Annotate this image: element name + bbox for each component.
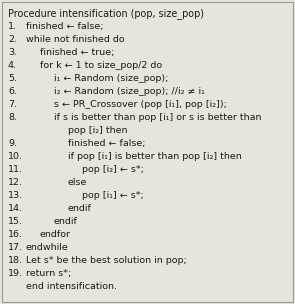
Text: s ← PR_Crossover (pop [i₁], pop [i₂]);: s ← PR_Crossover (pop [i₁], pop [i₂]); <box>54 100 227 109</box>
Text: if pop [i₁] is better than pop [i₂] then: if pop [i₁] is better than pop [i₂] then <box>68 152 242 161</box>
Text: Procedure intensification (pop, size_pop): Procedure intensification (pop, size_pop… <box>8 8 204 19</box>
Text: 14.: 14. <box>8 204 23 213</box>
Text: 15.: 15. <box>8 217 23 226</box>
Text: 18.: 18. <box>8 256 23 265</box>
Text: i₂ ← Random (size_pop); //i₂ ≠ i₁: i₂ ← Random (size_pop); //i₂ ≠ i₁ <box>54 87 205 96</box>
Text: 13.: 13. <box>8 191 23 200</box>
Text: 5.: 5. <box>8 74 17 83</box>
Text: pop [i₂] then: pop [i₂] then <box>68 126 127 135</box>
Text: 16.: 16. <box>8 230 23 239</box>
Text: 7.: 7. <box>8 100 17 109</box>
Text: else: else <box>68 178 87 187</box>
Text: 9.: 9. <box>8 139 17 148</box>
Text: finished ← true;: finished ← true; <box>40 48 114 57</box>
Text: endfor: endfor <box>40 230 71 239</box>
Text: return s*;: return s*; <box>26 269 71 278</box>
Text: 11.: 11. <box>8 165 23 174</box>
Text: 19.: 19. <box>8 269 23 278</box>
Text: while not finished do: while not finished do <box>26 35 124 44</box>
Text: 2.: 2. <box>8 35 17 44</box>
Text: 4.: 4. <box>8 61 17 70</box>
Text: 3.: 3. <box>8 48 17 57</box>
Text: endif: endif <box>68 204 92 213</box>
Text: i₁ ← Random (size_pop);: i₁ ← Random (size_pop); <box>54 74 168 83</box>
Text: 10.: 10. <box>8 152 23 161</box>
Text: 8.: 8. <box>8 113 17 122</box>
Text: pop [i₁] ← s*;: pop [i₁] ← s*; <box>82 191 144 200</box>
Text: 6.: 6. <box>8 87 17 96</box>
Text: Let s* be the best solution in pop;: Let s* be the best solution in pop; <box>26 256 187 265</box>
Text: endwhile: endwhile <box>26 243 69 252</box>
Text: finished ← false;: finished ← false; <box>26 22 104 31</box>
Text: endif: endif <box>54 217 78 226</box>
Text: for k ← 1 to size_pop/2 do: for k ← 1 to size_pop/2 do <box>40 61 162 70</box>
Text: if s is better than pop [i₁] or s is better than: if s is better than pop [i₁] or s is bet… <box>54 113 261 122</box>
Text: 1.: 1. <box>8 22 17 31</box>
Text: finished ← false;: finished ← false; <box>68 139 145 148</box>
Text: pop [i₂] ← s*;: pop [i₂] ← s*; <box>82 165 144 174</box>
Text: 17.: 17. <box>8 243 23 252</box>
Text: 12.: 12. <box>8 178 23 187</box>
Text: end intensification.: end intensification. <box>26 282 117 291</box>
